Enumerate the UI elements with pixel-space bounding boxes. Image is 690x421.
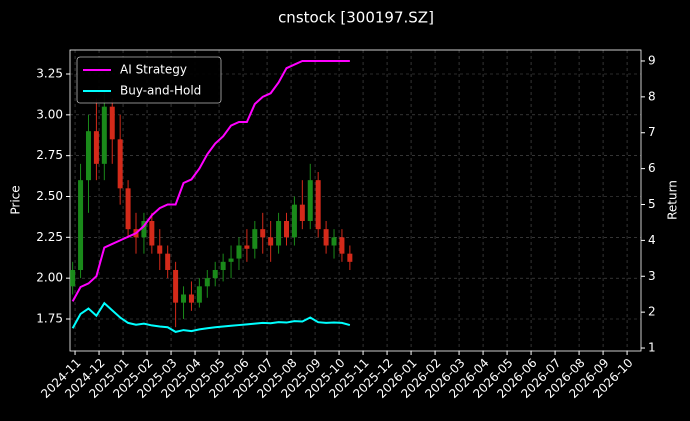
legend-box — [76, 56, 222, 104]
candle-body — [212, 269, 218, 279]
candle-body — [252, 229, 258, 249]
y-tick-label: 2.00 — [36, 271, 63, 285]
candle-body — [165, 253, 171, 270]
candle-body — [299, 204, 305, 221]
y-tick-label: 3.00 — [36, 107, 63, 121]
candle-body — [196, 286, 202, 303]
candle-body — [339, 237, 345, 254]
candle-body — [331, 237, 337, 246]
y-tick-label: 2.75 — [36, 148, 63, 162]
candle-body — [244, 245, 250, 249]
candle-body — [181, 294, 187, 303]
candle-body — [315, 180, 321, 230]
candle-body — [173, 269, 179, 303]
y2-tick-label: 2 — [648, 305, 656, 319]
candle-body — [220, 261, 226, 270]
y-tick-label: 2.25 — [36, 230, 63, 244]
y-tick-label: 2.50 — [36, 189, 63, 203]
candle-body — [93, 131, 99, 164]
candle-body — [228, 258, 234, 262]
candle-body — [291, 204, 297, 238]
series-line — [71, 301, 351, 333]
y2-tick-label: 9 — [648, 53, 656, 67]
candle-body — [141, 220, 147, 238]
candle-body — [188, 294, 194, 303]
candle-body — [85, 131, 91, 181]
candle-body — [125, 188, 131, 230]
y2-tick-label: 6 — [648, 161, 656, 175]
candle-body — [204, 278, 210, 287]
legend-label: Buy-and-Hold — [120, 84, 201, 98]
candle-body — [236, 245, 242, 259]
y2-tick-label: 8 — [648, 89, 656, 103]
y2-tick-label: 3 — [648, 269, 656, 283]
plot-frame — [69, 49, 642, 352]
candle-body — [117, 139, 123, 189]
chart-title: cnstock [300197.SZ] — [278, 9, 434, 27]
candle-body — [70, 269, 76, 287]
candle-body — [260, 229, 266, 238]
y2-tick-label: 1 — [648, 341, 656, 355]
candle-body — [101, 106, 107, 164]
candle-body — [347, 253, 353, 262]
candle-body — [157, 245, 163, 254]
candle-body — [323, 229, 329, 246]
candle-body — [78, 180, 84, 270]
candle-body — [149, 220, 155, 246]
y-axis-label: Price — [9, 185, 23, 214]
y2-tick-label: 4 — [648, 233, 656, 247]
candle-body — [268, 237, 274, 246]
y2-tick-label: 7 — [648, 125, 656, 139]
legend-label: AI Strategy — [120, 63, 187, 77]
y-tick-label: 1.75 — [36, 311, 63, 325]
candle-body — [109, 106, 115, 140]
y2-axis-label: Return — [666, 180, 680, 220]
candle-body — [283, 220, 289, 238]
series-line — [71, 59, 350, 302]
candle-body — [276, 220, 282, 246]
candle-body — [307, 180, 313, 221]
y2-tick-label: 5 — [648, 197, 656, 211]
y-tick-label: 3.25 — [36, 67, 63, 81]
